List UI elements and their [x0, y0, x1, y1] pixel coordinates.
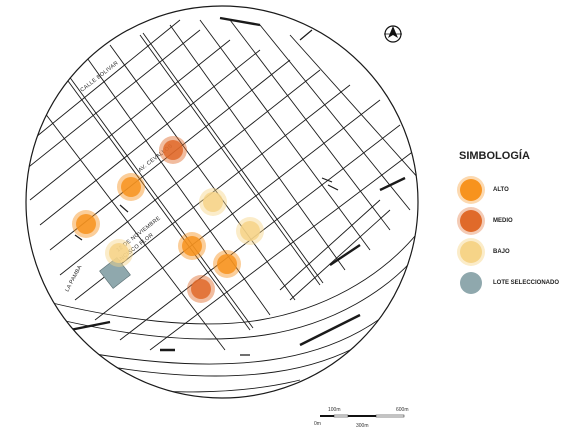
legend-title: SIMBOLOGÍA: [459, 150, 530, 162]
legend-item-bajo: BAJO: [455, 236, 567, 267]
scale-label-0: 0m: [314, 421, 321, 427]
legend-swatch-alto: [460, 178, 482, 201]
marker-alto: [76, 214, 96, 234]
legend: SIMBOLOGÍA ALTO MEDIO BAJO LOTE SELECCIO…: [455, 150, 567, 298]
map-boundary: [25, 5, 419, 399]
legend-item-lote: LOTE SELECCIONADO: [455, 267, 567, 298]
scale-bar-graphic: [320, 414, 405, 418]
marker-bajo: [203, 192, 223, 212]
legend-label-alto: ALTO: [493, 186, 509, 193]
legend-swatch-lote: [460, 271, 482, 294]
scale-label-600: 600m: [396, 407, 409, 413]
legend-label-medio: MEDIO: [493, 217, 513, 224]
legend-item-alto: ALTO: [455, 174, 567, 205]
marker-medio: [163, 140, 183, 160]
legend-item-medio: MEDIO: [455, 205, 567, 236]
scale-bar: 0m 100m 300m 600m: [312, 405, 412, 433]
marker-alto: [121, 177, 141, 197]
north-arrow-icon: [384, 25, 402, 43]
marker-alto: [217, 254, 237, 274]
legend-swatch-medio: [460, 209, 482, 232]
legend-label-lote: LOTE SELECCIONADO: [493, 279, 560, 286]
scale-label-300: 300m: [356, 423, 369, 429]
scale-label-100: 100m: [328, 407, 341, 413]
lote-seleccionado: [99, 257, 131, 289]
marker-medio: [191, 279, 211, 299]
intensity-markers: [72, 136, 264, 303]
legend-label-bajo: BAJO: [493, 248, 510, 255]
marker-bajo: [240, 221, 260, 241]
marker-bajo: [109, 243, 129, 263]
legend-swatch-bajo: [460, 240, 482, 263]
marker-alto: [182, 236, 202, 256]
